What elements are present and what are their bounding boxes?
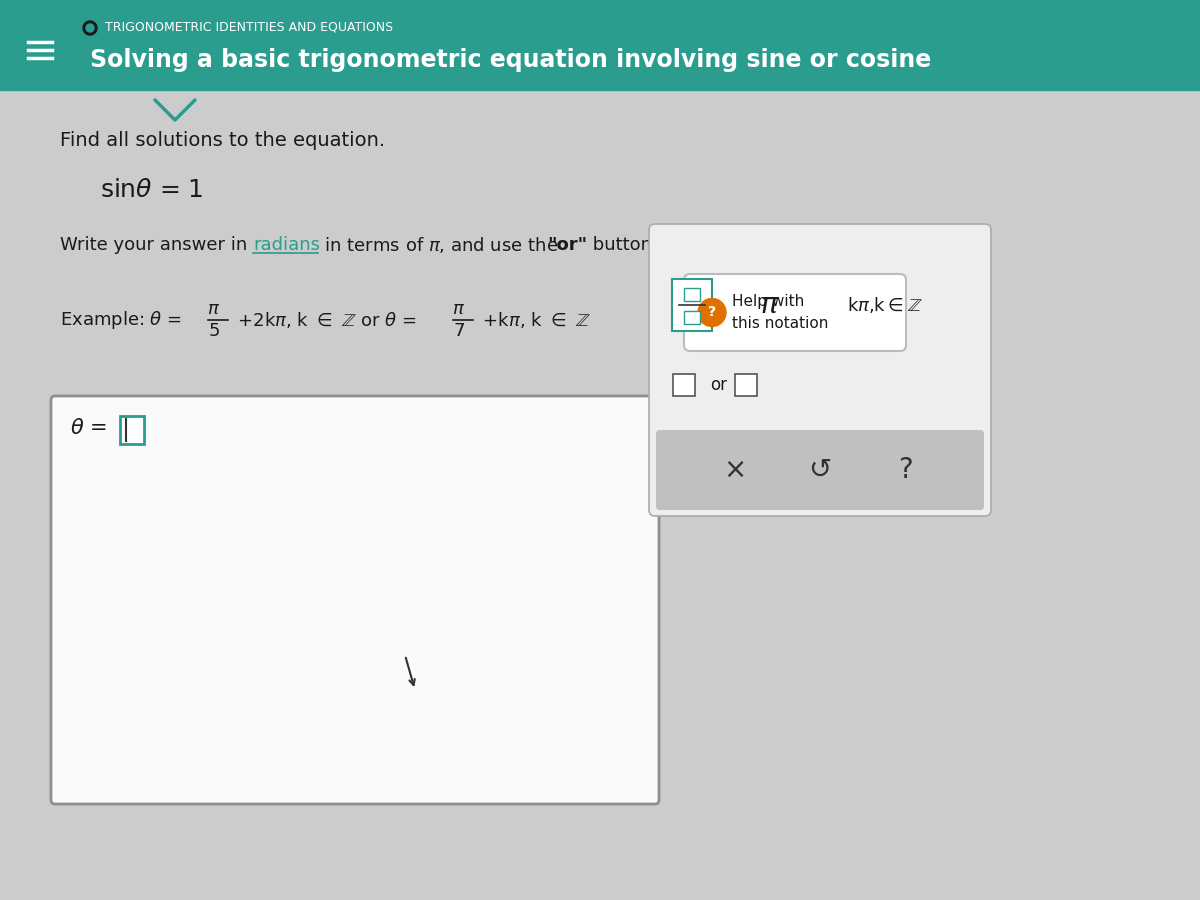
Text: or: or (710, 376, 727, 394)
Text: 5: 5 (209, 322, 220, 340)
FancyBboxPatch shape (649, 224, 991, 516)
FancyBboxPatch shape (50, 396, 659, 804)
Text: ?: ? (898, 456, 912, 484)
Text: radians: radians (253, 236, 320, 254)
Text: $\pi$: $\pi$ (452, 300, 466, 318)
Text: Solving a basic trigonometric equation involving sine or cosine: Solving a basic trigonometric equation i… (90, 48, 931, 72)
Text: this notation: this notation (732, 316, 828, 331)
Text: ?: ? (708, 305, 716, 320)
Text: TRIGONOMETRIC IDENTITIES AND EQUATIONS: TRIGONOMETRIC IDENTITIES AND EQUATIONS (106, 21, 394, 33)
Bar (0, 0, 1200, 90)
Text: 7: 7 (454, 322, 464, 340)
Bar (120, 416, 144, 444)
Text: sin$\theta$ = 1: sin$\theta$ = 1 (100, 178, 204, 202)
Text: $\pi$: $\pi$ (208, 300, 221, 318)
Circle shape (698, 299, 726, 327)
Circle shape (86, 24, 94, 32)
Text: ×: × (724, 456, 746, 484)
Bar (673, 374, 695, 396)
FancyBboxPatch shape (656, 430, 984, 510)
Text: $\theta$ =: $\theta$ = (70, 418, 109, 438)
Text: k$\pi$,k$\in\mathbb{Z}$: k$\pi$,k$\in\mathbb{Z}$ (847, 295, 923, 315)
Text: +k$\pi$, k $\in$ $\mathbb{Z}$: +k$\pi$, k $\in$ $\mathbb{Z}$ (478, 310, 590, 330)
Circle shape (83, 21, 97, 35)
Text: button as necessary.: button as necessary. (587, 236, 779, 254)
Text: in terms of $\pi$, and use the: in terms of $\pi$, and use the (319, 235, 559, 255)
FancyBboxPatch shape (672, 279, 712, 331)
Text: Write your answer in: Write your answer in (60, 236, 253, 254)
Bar (734, 374, 757, 396)
Text: Find all solutions to the equation.: Find all solutions to the equation. (60, 130, 385, 149)
Text: Example: $\theta$ =: Example: $\theta$ = (60, 309, 184, 331)
Text: $\pi$: $\pi$ (761, 291, 780, 319)
Text: +2k$\pi$, k $\in$ $\mathbb{Z}$ or $\theta$ =: +2k$\pi$, k $\in$ $\mathbb{Z}$ or $\thet… (232, 310, 419, 330)
Text: ↺: ↺ (809, 456, 832, 484)
Bar (684, 288, 700, 301)
FancyBboxPatch shape (684, 274, 906, 351)
Bar (684, 311, 700, 324)
Text: Help with: Help with (732, 294, 804, 309)
Text: "or": "or" (547, 236, 587, 254)
